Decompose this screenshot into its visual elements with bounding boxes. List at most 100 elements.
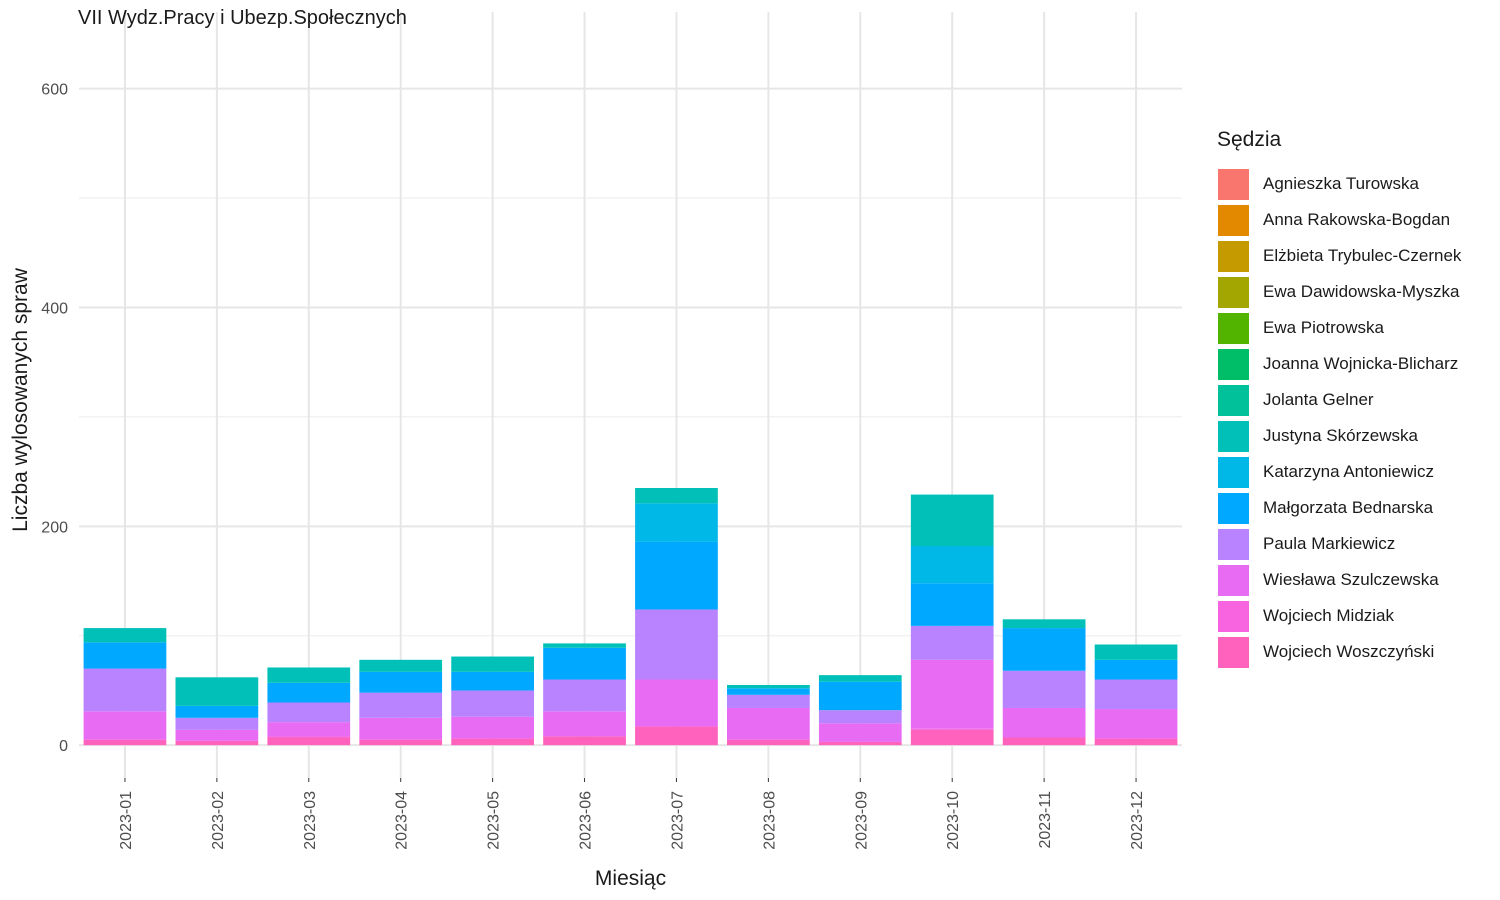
bar-segment <box>727 688 810 695</box>
x-tick-label: 2023-10 <box>945 791 962 850</box>
y-tick-label: 600 <box>41 82 68 99</box>
legend-item: Małgorzata Bednarska <box>1217 490 1461 526</box>
legend-item: Wojciech Woszczyński <box>1217 634 1461 670</box>
bar-segment <box>175 740 259 746</box>
legend-item: Ewa Piotrowska <box>1217 310 1461 346</box>
legend-key <box>1217 347 1250 381</box>
bar-segment <box>543 711 626 737</box>
bar-segment <box>635 503 718 542</box>
legend-key <box>1217 419 1250 453</box>
bar-segment <box>359 739 443 746</box>
bar-segment <box>543 647 626 680</box>
bar-segment <box>359 659 443 672</box>
bar-segment <box>451 716 534 739</box>
bar-segment <box>635 679 718 727</box>
y-tick-label: 0 <box>59 738 68 755</box>
legend-label: Elżbieta Trybulec-Czernek <box>1263 246 1462 265</box>
legend-item: Wojciech Midziak <box>1217 598 1461 634</box>
legend-label: Agnieszka Turowska <box>1263 174 1419 193</box>
bar-segment <box>727 684 810 689</box>
legend-key <box>1217 167 1250 201</box>
bar-segment <box>267 722 351 737</box>
bar-segment <box>1094 659 1178 680</box>
bar-segment <box>83 711 167 740</box>
legend-item: Agnieszka Turowska <box>1217 166 1461 202</box>
bar-segment <box>83 642 167 669</box>
legend-key <box>1217 563 1250 597</box>
bar-segment <box>175 677 259 706</box>
x-tick-label: 2023-02 <box>210 791 227 850</box>
bar-segment <box>359 692 443 718</box>
bar-segment <box>910 494 994 547</box>
bar-segment <box>451 671 534 691</box>
bar-segment <box>543 679 626 712</box>
bar-segment <box>543 736 626 746</box>
legend-label: Jolanta Gelner <box>1263 390 1374 409</box>
legend-key <box>1217 635 1250 669</box>
bar-segment <box>267 667 351 683</box>
legend: Sędzia Agnieszka Turowska Anna Rakowska-B… <box>1217 128 1461 670</box>
legend-item: Justyna Skórzewska <box>1217 418 1461 454</box>
legend-item: Paula Markiewicz <box>1217 526 1461 562</box>
legend-item: Joanna Wojnicka-Blicharz <box>1217 346 1461 382</box>
x-tick-label: 2023-01 <box>118 791 135 850</box>
legend-key <box>1217 491 1250 525</box>
bar-segment <box>910 625 994 660</box>
legend-item: Ewa Dawidowska-Myszka <box>1217 274 1461 310</box>
legend-label: Ewa Piotrowska <box>1263 318 1384 337</box>
bar-segment <box>818 723 902 742</box>
bar-segment <box>635 726 718 746</box>
bar-segment <box>818 741 902 746</box>
bar-segment <box>359 671 443 693</box>
legend-label: Wojciech Woszczyński <box>1263 642 1435 661</box>
bar-segment <box>175 729 259 741</box>
bar-segment <box>635 488 718 504</box>
bar-segment <box>1002 707 1086 738</box>
legend-key <box>1217 203 1250 237</box>
x-tick-label: 2023-07 <box>669 791 686 850</box>
legend-label: Wiesława Szulczewska <box>1263 570 1439 589</box>
legend-label: Ewa Dawidowska-Myszka <box>1263 282 1460 301</box>
bar-segment <box>1002 670 1086 708</box>
bar-segment <box>267 737 351 746</box>
bar-segment <box>1002 628 1086 671</box>
bar-segment <box>910 583 994 626</box>
bar-segment <box>818 710 902 724</box>
chart-title: VII Wydz.Pracy i Ubezp.Społecznych <box>78 7 407 29</box>
legend-key <box>1217 527 1250 561</box>
legend-label: Małgorzata Bednarska <box>1263 498 1434 517</box>
bar-segment <box>359 717 443 740</box>
bar-segment <box>175 717 259 730</box>
bar-segment <box>83 628 167 643</box>
x-tick-label: 2023-03 <box>302 791 319 850</box>
x-axis-title: Miesiąc <box>595 867 666 890</box>
legend-label: Justyna Skórzewska <box>1263 426 1418 445</box>
bar-segment <box>818 681 902 711</box>
bar-segment <box>1002 737 1086 746</box>
x-tick-label: 2023-05 <box>486 791 503 850</box>
legend-label: Joanna Wojnicka-Blicharz <box>1263 354 1459 373</box>
bar-segment <box>910 729 994 746</box>
bar-segment <box>1002 619 1086 629</box>
legend-label: Wojciech Midziak <box>1263 606 1395 625</box>
x-tick-label: 2023-11 <box>1037 791 1054 849</box>
legend-label: Anna Rakowska-Bogdan <box>1263 210 1451 229</box>
legend-label: Paula Markiewicz <box>1263 534 1396 553</box>
legend-label: Katarzyna Antoniewicz <box>1263 462 1435 481</box>
x-tick-label: 2023-04 <box>394 791 411 850</box>
bar-segment <box>267 682 351 703</box>
legend-key <box>1217 455 1250 489</box>
legend-key <box>1217 599 1250 633</box>
bar-segment <box>1094 644 1178 660</box>
legend-key <box>1217 311 1250 345</box>
bar-segment <box>635 541 718 610</box>
bar-segment <box>910 659 994 729</box>
legend-key <box>1217 275 1250 309</box>
y-tick-label: 200 <box>41 519 68 536</box>
legend-item: Jolanta Gelner <box>1217 382 1461 418</box>
bar-segment <box>83 739 167 746</box>
bar-segment <box>818 675 902 682</box>
bar-segment <box>267 702 351 723</box>
bar-segment <box>451 656 534 672</box>
